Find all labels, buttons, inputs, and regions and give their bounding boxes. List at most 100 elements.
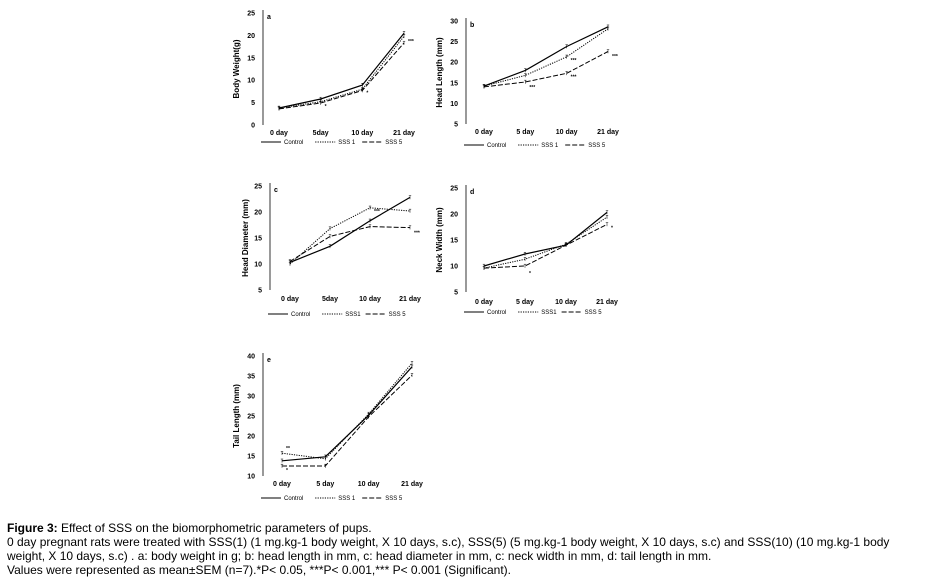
y-tick-label: 15 [247,454,255,461]
x-tick-label: 5 day [516,129,534,136]
legend-label: SSS 1 [338,496,356,502]
x-tick-label: 0 day [475,299,493,306]
chart-b-svg: 5 10 15 20 25 30 Head Length (mm) b 0 day 5 day 10… [435,18,619,149]
y-tick-label: 10 [247,78,255,85]
legend-label: SSS1 [345,312,361,318]
panel-letter: e [267,357,271,364]
y-axis-title: Head Diameter (mm) [241,199,250,277]
x-tick-label: 21 day [399,296,421,303]
legend-label: SSS 5 [389,312,407,318]
x-tick-label: 0 day [273,481,291,488]
y-tick-label: 30 [247,394,255,401]
chart-c-svg: 5 10 15 20 25 Head Diameter (mm) c 0 day 5day 10 … [241,183,421,318]
y-axis-title: Body Weight(g) [232,39,241,98]
significance-marker: *** [414,230,420,236]
significance-marker: *** [529,85,535,91]
chart-a-svg: 0 5 10 15 20 25 Body Weight(g) a 0 day 5day 10 day… [232,10,415,146]
x-tick-label: 5 day [316,481,334,488]
series-line [483,26,609,87]
significance-marker: *** [571,58,577,64]
x-tick-label: 0 day [475,129,493,136]
series-line [278,32,405,109]
y-tick-label: 5 [251,100,255,107]
significance-marker: * [286,468,288,474]
y-tick-label: 40 [247,354,255,361]
legend-label: SSS 1 [338,140,356,146]
series-line [281,366,413,462]
significance-marker: * [611,226,613,232]
series-line [289,196,411,263]
x-tick-label: 10 day [358,481,380,488]
y-axis-title: Head Length (mm) [435,37,444,108]
panel-letter: a [267,14,271,21]
chart-d-svg: 5 10 15 20 25 Neck Width (mm) d 0 day 5 day 10 da… [435,185,618,316]
panel-letter: c [274,187,278,194]
y-tick-label: 5 [454,290,458,297]
series-line [281,362,413,460]
legend-label: Control [487,310,506,316]
caption-title-line: Figure 3: Effect of SSS on the biomorpho… [7,521,923,535]
x-tick-label: 21 day [596,299,618,306]
significance-marker: ** [286,446,290,452]
panel-letter: d [470,189,474,196]
y-tick-label: 20 [450,212,458,219]
panel-letter: b [470,22,474,29]
panel-a: 0 5 10 15 20 25 Body Weight(g) a 0 day 5day 10 day… [229,7,429,150]
x-tick-label: 5 day [516,299,534,306]
series-line [282,374,413,467]
y-tick-label: 10 [450,264,458,271]
significance-marker: * [325,104,327,110]
significance-marker: *** [612,54,618,60]
legend-label: Control [487,143,506,149]
panel-b: 5 10 15 20 25 30 Head Length (mm) b 0 day 5 day 10… [432,7,632,157]
y-tick-label: 25 [247,11,255,18]
panel-c: 5 10 15 20 25 Head Diameter (mm) c 0 day 5day 10 … [238,178,430,323]
caption-statistics: Values were represented as mean±SEM (n=7… [7,563,511,577]
series-line [483,211,608,267]
chart-e-svg: 10 15 20 25 30 35 40 Tail Length (mm) e 0 day 5 da… [232,353,423,502]
caption-label: Figure 3: [7,521,58,535]
y-tick-label: 15 [247,55,255,62]
x-tick-label: 10 day [555,299,577,306]
y-axis-title: Tail Length (mm) [232,384,241,448]
significance-marker: *** [408,39,414,45]
y-tick-label: 20 [247,33,255,40]
y-tick-label: 35 [247,374,255,381]
series-line [483,28,609,87]
y-tick-label: 10 [254,262,262,269]
x-tick-label: 0 day [270,130,288,137]
y-tick-label: 5 [258,288,262,295]
x-tick-label: 10 day [351,130,373,137]
y-tick-label: 30 [450,19,458,26]
caption-description: 0 day pregnant rats were treated with SS… [7,535,890,563]
series-line [289,226,411,262]
x-tick-label: 5day [322,296,338,303]
x-tick-label: 10 day [556,129,578,136]
legend-label: SSS 5 [585,310,603,316]
legend-label: Control [291,312,310,318]
y-tick-label: 10 [247,474,255,481]
caption-title: Effect of SSS on the biomorphometric par… [57,521,372,535]
y-tick-label: 25 [254,184,262,191]
significance-marker: * [366,91,368,97]
significance-marker: *** [374,209,380,215]
y-tick-label: 15 [450,238,458,245]
legend-label: SSS 5 [588,143,606,149]
y-tick-label: 10 [450,101,458,108]
legend-label: SSS 5 [385,140,403,146]
y-tick-label: 20 [247,434,255,441]
x-tick-label: 21 day [597,129,619,136]
y-tick-label: 25 [247,414,255,421]
panel-e: 10 15 20 25 30 35 40 Tail Length (mm) e 0 day 5 da… [229,343,431,509]
series-line [289,207,411,265]
legend-label: SSS 1 [541,143,559,149]
series-line [278,42,405,110]
legend-label: Control [284,140,303,146]
y-tick-label: 20 [254,210,262,217]
y-axis-title: Neck Width (mm) [435,207,444,273]
series-line [483,51,609,88]
figure-caption: Figure 3: Effect of SSS on the biomorpho… [7,521,923,577]
significance-marker: *** [571,75,577,81]
legend-label: SSS1 [541,310,557,316]
y-tick-label: 25 [450,39,458,46]
